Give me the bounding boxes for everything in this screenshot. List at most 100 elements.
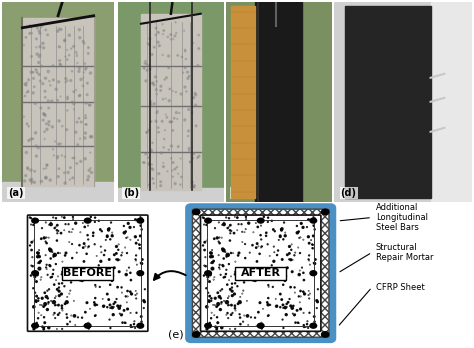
Point: [107, 237, 114, 242]
Point: [27, 263, 35, 268]
Point: [107, 220, 115, 225]
Point: [232, 308, 239, 313]
Point: [238, 291, 246, 296]
Point: [56, 250, 64, 256]
Point: [53, 238, 61, 243]
Point: [202, 263, 210, 269]
Point: [223, 254, 230, 259]
Point: [291, 285, 298, 290]
Point: [245, 272, 252, 278]
Point: [86, 306, 94, 311]
Point: [36, 266, 43, 271]
Point: [215, 220, 223, 225]
Point: [159, 52, 166, 58]
Point: [55, 26, 63, 32]
Point: [127, 322, 135, 328]
Point: [300, 310, 307, 316]
FancyBboxPatch shape: [62, 267, 113, 280]
Point: [287, 303, 294, 309]
Point: [118, 253, 125, 258]
Point: [295, 272, 303, 277]
Point: [88, 170, 95, 175]
Point: [34, 250, 41, 255]
Point: [138, 319, 146, 325]
Point: [282, 270, 289, 275]
Point: [306, 310, 313, 316]
Point: [250, 229, 257, 235]
Point: [106, 302, 114, 308]
Point: [28, 31, 36, 36]
Point: [28, 176, 36, 182]
Point: [222, 271, 230, 277]
Point: [73, 161, 81, 166]
Point: [185, 73, 193, 79]
Point: [70, 101, 78, 106]
Point: [45, 105, 53, 111]
Point: [34, 52, 41, 57]
Point: [82, 115, 89, 120]
Point: [52, 86, 60, 92]
Point: [237, 321, 244, 327]
Point: [203, 238, 210, 243]
Circle shape: [137, 271, 144, 276]
Point: [40, 111, 47, 116]
Point: [54, 287, 62, 293]
Point: [29, 136, 37, 142]
Point: [256, 251, 264, 256]
Point: [37, 25, 45, 30]
Point: [56, 62, 64, 67]
Point: [47, 275, 55, 280]
Point: [238, 229, 246, 235]
Point: [37, 275, 45, 280]
Point: [30, 222, 37, 228]
Point: [44, 295, 52, 301]
Point: [244, 313, 251, 319]
Point: [216, 240, 223, 246]
Point: [225, 215, 233, 221]
Point: [61, 154, 69, 159]
Point: [286, 251, 293, 256]
Point: [209, 254, 216, 259]
Point: [84, 245, 91, 250]
Point: [185, 128, 192, 134]
Point: [54, 97, 62, 103]
Point: [137, 260, 145, 266]
Point: [275, 237, 283, 243]
Point: [280, 305, 287, 311]
Point: [307, 237, 315, 243]
Point: [55, 79, 63, 85]
Circle shape: [84, 218, 91, 223]
Point: [305, 217, 312, 222]
Point: [201, 254, 209, 260]
Point: [133, 291, 141, 296]
Point: [165, 65, 173, 71]
Circle shape: [32, 271, 38, 276]
Point: [24, 165, 31, 171]
Point: [100, 275, 108, 280]
Point: [106, 317, 113, 322]
Point: [74, 142, 82, 148]
Point: [300, 277, 308, 283]
Point: [186, 159, 194, 165]
Point: [24, 166, 32, 172]
Point: [30, 180, 38, 185]
Point: [118, 312, 126, 317]
Point: [253, 241, 261, 246]
Point: [99, 267, 107, 272]
Point: [89, 233, 97, 239]
Point: [264, 313, 272, 318]
Point: [291, 312, 299, 317]
Point: [136, 272, 143, 278]
Point: [231, 306, 239, 311]
Point: [205, 298, 213, 303]
Point: [252, 245, 260, 251]
Point: [166, 86, 173, 92]
Point: [68, 229, 75, 235]
Point: [35, 298, 42, 303]
Point: [50, 267, 57, 272]
Point: [27, 177, 34, 183]
Point: [235, 250, 243, 256]
Point: [141, 160, 148, 165]
Point: [238, 239, 246, 245]
Point: [54, 286, 61, 292]
